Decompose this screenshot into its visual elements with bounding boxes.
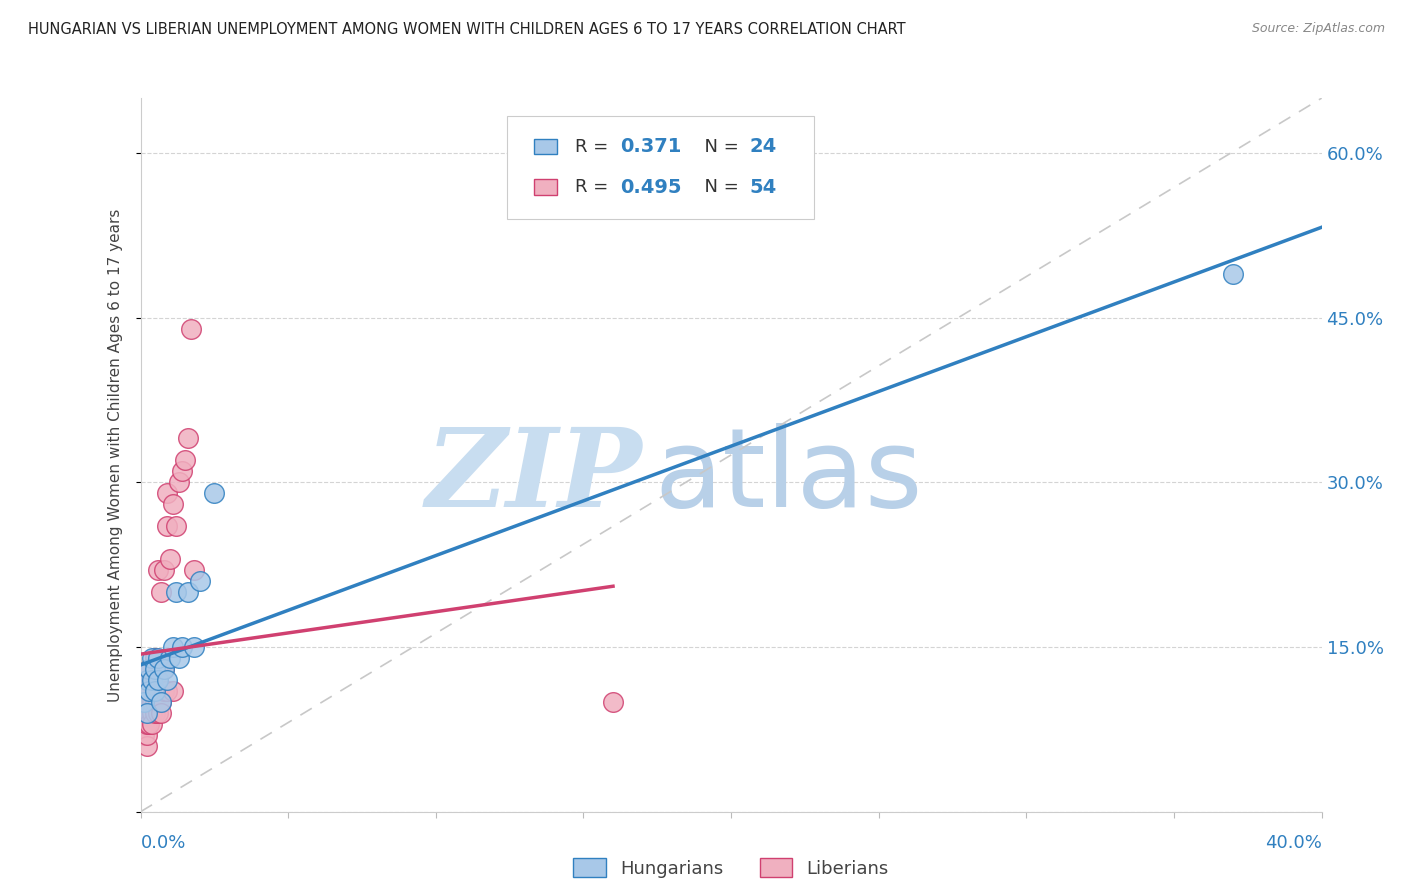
Point: [162, 497, 184, 511]
Text: 0.495: 0.495: [620, 178, 682, 197]
Point: [135, 706, 157, 720]
Point: [156, 486, 179, 500]
Point: [165, 519, 187, 533]
Point: [145, 684, 166, 698]
Point: [141, 673, 163, 687]
Point: [132, 706, 155, 720]
Point: [135, 695, 157, 709]
Point: [138, 684, 160, 698]
Point: [148, 563, 170, 577]
Point: [148, 662, 170, 676]
Point: [170, 640, 193, 654]
Point: [138, 695, 160, 709]
Text: 0.371: 0.371: [620, 137, 682, 156]
Y-axis label: Unemployment Among Women with Children Ages 6 to 17 years: Unemployment Among Women with Children A…: [107, 208, 122, 702]
Text: 54: 54: [749, 178, 778, 197]
Point: [138, 662, 160, 676]
Point: [156, 684, 179, 698]
Point: [132, 695, 155, 709]
Point: [150, 662, 173, 676]
Point: [150, 695, 173, 709]
Text: R =: R =: [575, 137, 614, 155]
Point: [174, 453, 197, 467]
Point: [148, 673, 170, 687]
Point: [148, 673, 170, 687]
FancyBboxPatch shape: [534, 179, 557, 195]
Point: [132, 728, 155, 742]
Point: [153, 563, 176, 577]
Text: N =: N =: [693, 178, 745, 196]
Point: [135, 717, 157, 731]
Point: [141, 695, 163, 709]
Point: [145, 684, 166, 698]
Point: [132, 717, 155, 731]
Point: [135, 673, 157, 687]
Text: N =: N =: [693, 137, 745, 155]
Point: [167, 475, 190, 490]
Point: [183, 563, 205, 577]
Point: [138, 717, 160, 731]
Legend: Hungarians, Liberians: Hungarians, Liberians: [567, 850, 896, 885]
Point: [177, 585, 200, 599]
Point: [145, 651, 166, 665]
FancyBboxPatch shape: [534, 139, 557, 154]
Point: [135, 717, 157, 731]
Point: [156, 673, 179, 687]
Point: [202, 486, 225, 500]
Point: [150, 695, 173, 709]
Point: [153, 662, 176, 676]
Point: [141, 651, 163, 665]
Point: [165, 585, 187, 599]
Point: [148, 695, 170, 709]
Point: [145, 695, 166, 709]
Point: [135, 706, 157, 720]
Point: [162, 684, 184, 698]
Point: [132, 695, 155, 709]
Point: [135, 739, 157, 753]
Point: [153, 662, 176, 676]
Point: [167, 651, 190, 665]
Point: [135, 673, 157, 687]
Point: [148, 651, 170, 665]
Text: 24: 24: [749, 137, 778, 156]
Point: [138, 662, 160, 676]
Point: [177, 432, 200, 446]
Point: [156, 519, 179, 533]
Point: [141, 717, 163, 731]
Point: [159, 651, 181, 665]
Point: [135, 684, 157, 698]
Point: [180, 321, 202, 335]
Text: 40.0%: 40.0%: [1265, 834, 1322, 852]
Point: [135, 728, 157, 742]
Point: [148, 706, 170, 720]
Point: [170, 464, 193, 478]
Text: Source: ZipAtlas.com: Source: ZipAtlas.com: [1251, 22, 1385, 36]
Text: 0.0%: 0.0%: [141, 834, 186, 852]
Point: [602, 695, 624, 709]
Text: HUNGARIAN VS LIBERIAN UNEMPLOYMENT AMONG WOMEN WITH CHILDREN AGES 6 TO 17 YEARS : HUNGARIAN VS LIBERIAN UNEMPLOYMENT AMONG…: [28, 22, 905, 37]
Point: [132, 684, 155, 698]
Point: [148, 684, 170, 698]
Point: [183, 640, 205, 654]
Point: [138, 684, 160, 698]
Point: [1222, 267, 1244, 281]
Point: [159, 552, 181, 566]
Point: [141, 706, 163, 720]
Point: [138, 706, 160, 720]
FancyBboxPatch shape: [506, 116, 814, 219]
Text: R =: R =: [575, 178, 614, 196]
Point: [145, 662, 166, 676]
Text: ZIP: ZIP: [426, 423, 643, 530]
Text: atlas: atlas: [654, 423, 922, 530]
Point: [141, 673, 163, 687]
Point: [145, 673, 166, 687]
Point: [150, 706, 173, 720]
Point: [188, 574, 211, 589]
Point: [162, 640, 184, 654]
Point: [145, 706, 166, 720]
Point: [153, 684, 176, 698]
Point: [150, 585, 173, 599]
